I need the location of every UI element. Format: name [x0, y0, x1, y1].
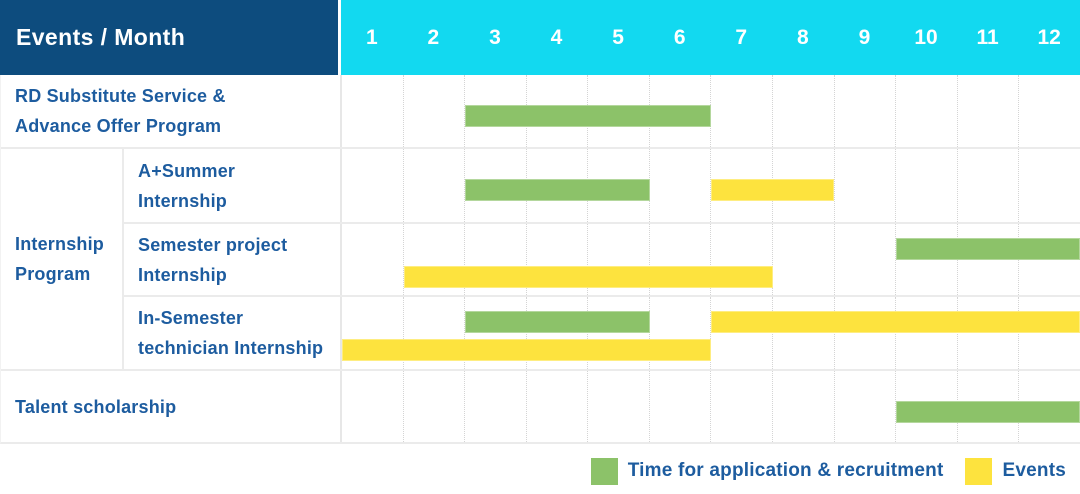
month-column: [958, 149, 1020, 222]
month-grid: [342, 224, 1080, 295]
month-column: [342, 75, 404, 147]
month-column: [773, 75, 835, 147]
row-group-items: A+Summer Internship Semester project Inte…: [124, 149, 1080, 369]
event-row: RD Substitute Service & Advance Offer Pr…: [1, 75, 1080, 147]
header-title: Events / Month: [16, 24, 186, 50]
month-label-8: 8: [796, 25, 809, 49]
month-column: [835, 149, 897, 222]
month-column: [711, 297, 774, 369]
month-column: [650, 149, 712, 222]
legend-label-events: Events: [1002, 460, 1066, 481]
schedule-rows: RD Substitute Service & Advance Offer Pr…: [0, 75, 1080, 444]
month-grid: [342, 149, 1080, 222]
event-row-group: Internship Program A+Summer Internship Sem…: [1, 147, 1080, 369]
month-column: [465, 371, 527, 442]
month-column: [958, 75, 1020, 147]
event-bar: [711, 179, 834, 201]
month-grid: [342, 297, 1080, 369]
month-column: [588, 371, 650, 442]
row-group-label: Internship Program: [1, 149, 124, 369]
month-column: [773, 149, 835, 222]
month-column: [835, 371, 897, 442]
month-column: [404, 149, 466, 222]
legend-label-application: Time for application & recruitment: [627, 460, 944, 481]
month-label-5: 5: [612, 25, 624, 49]
row-label: A+Summer Internship: [124, 149, 342, 222]
month-label-1: 1: [365, 25, 378, 49]
month-column: [342, 371, 404, 442]
application-bar: [465, 311, 650, 333]
month-column: [835, 224, 897, 295]
month-column: [1019, 297, 1080, 369]
month-column: [711, 224, 774, 295]
application-bar: [895, 238, 1080, 260]
month-column: [465, 297, 527, 369]
month-column: [650, 371, 712, 442]
month-column: [404, 224, 466, 295]
legend-item-application: Time for application & recruitment: [590, 457, 944, 485]
month-column: [1019, 149, 1080, 222]
application-bar: [465, 105, 711, 127]
events-month-header-cell: Events / Month: [0, 0, 341, 75]
month-header-strip: 1 2 3 4 5 6 7 8 9 10 11 12: [341, 0, 1080, 75]
month-column: [527, 297, 589, 369]
month-label-3: 3: [489, 25, 501, 49]
event-bar: [403, 266, 773, 288]
month-label-7: 7: [735, 25, 748, 49]
month-column: [773, 224, 835, 295]
row-label: Semester project Internship: [124, 224, 342, 295]
event-row: Semester project Internship: [124, 222, 1080, 295]
month-column: [1019, 75, 1080, 147]
month-column: [527, 371, 589, 442]
row-label: Talent scholarship: [1, 371, 342, 442]
month-grid: [342, 75, 1080, 147]
month-column: [404, 75, 466, 147]
legend: Time for application & recruitment Event…: [0, 444, 1080, 494]
month-column: [404, 297, 466, 369]
month-column: [650, 297, 712, 369]
application-color-swatch: [590, 457, 618, 485]
row-label: In-Semester technician Internship: [124, 297, 342, 369]
month-column: [773, 371, 835, 442]
month-column: [896, 149, 958, 222]
month-label-9: 9: [858, 25, 871, 49]
month-column: [835, 297, 897, 369]
month-column: [465, 224, 527, 295]
month-grid: [342, 371, 1080, 442]
month-label-4: 4: [550, 25, 563, 49]
application-bar: [895, 401, 1080, 423]
event-row: A+Summer Internship: [124, 149, 1080, 222]
month-column: [711, 371, 774, 442]
month-column: [835, 75, 897, 147]
month-label-2: 2: [427, 25, 440, 49]
event-bar: [711, 311, 1080, 333]
application-bar: [465, 179, 650, 201]
month-column: [773, 297, 835, 369]
events-color-swatch: [965, 457, 993, 485]
month-label-12: 12: [1037, 25, 1061, 49]
month-column: [896, 297, 958, 369]
month-column: [958, 297, 1020, 369]
month-column: [896, 75, 958, 147]
month-column: [588, 224, 650, 295]
table-header: Events / Month 1 2 3 4 5 6 7 8 9 10 11 12: [0, 0, 1080, 75]
legend-item-events: Events: [965, 457, 1066, 485]
month-column: [527, 224, 589, 295]
month-column: [404, 371, 466, 442]
month-column: [342, 297, 404, 369]
month-label-10: 10: [914, 25, 938, 49]
month-label-6: 6: [673, 25, 686, 49]
month-column: [588, 297, 650, 369]
month-label-11: 11: [976, 25, 999, 49]
row-label: RD Substitute Service & Advance Offer Pr…: [1, 75, 342, 147]
month-column: [711, 75, 774, 147]
month-column: [650, 224, 712, 295]
month-column: [342, 224, 404, 295]
event-bar: [342, 339, 711, 361]
event-row: In-Semester technician Internship: [124, 295, 1080, 369]
month-column: [342, 149, 404, 222]
event-row: Talent scholarship: [1, 369, 1080, 442]
